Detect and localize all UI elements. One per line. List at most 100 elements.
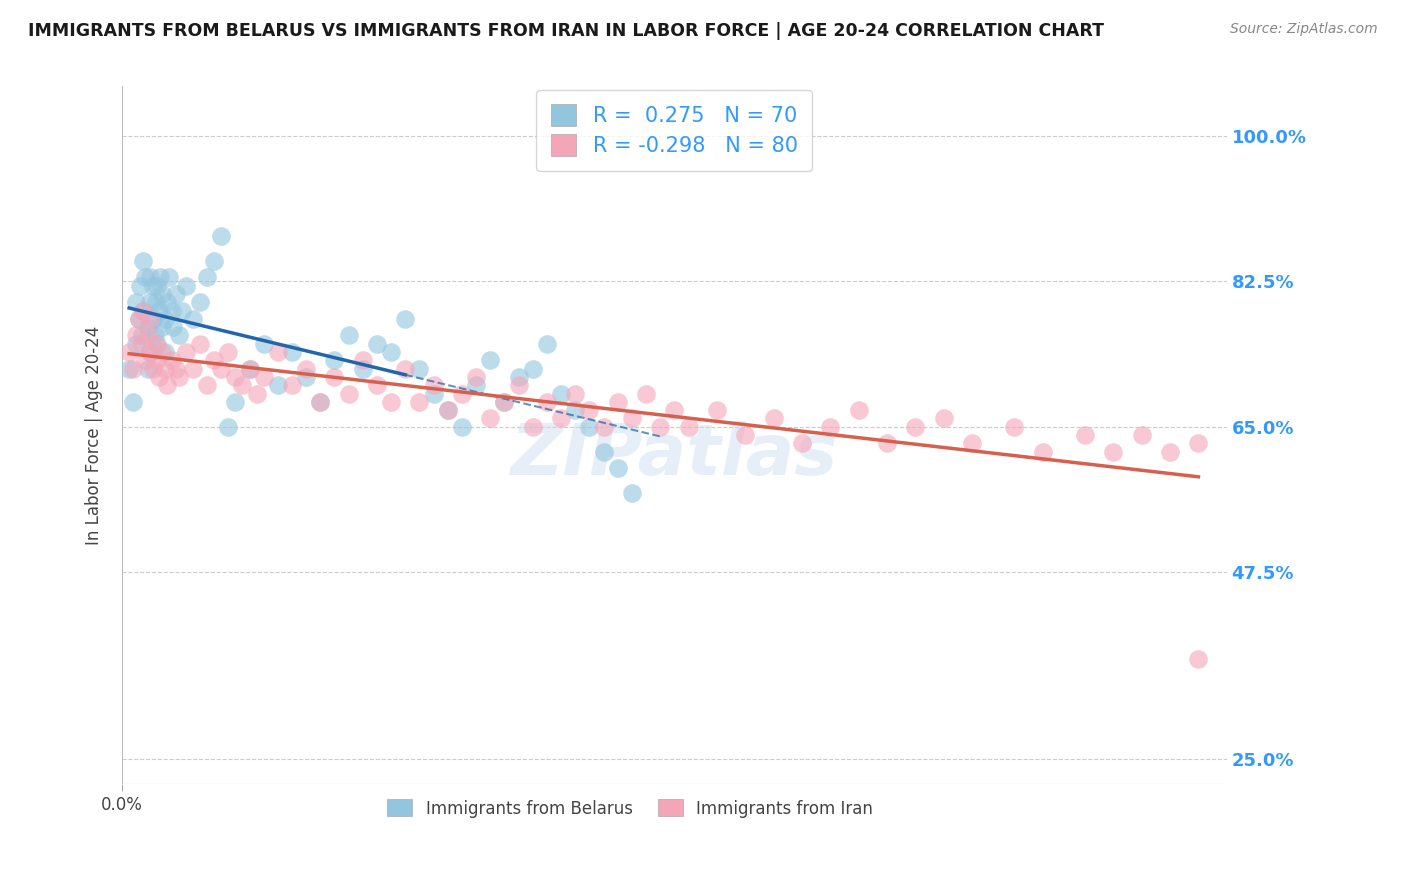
Point xyxy=(606,394,628,409)
Point xyxy=(188,336,211,351)
Point xyxy=(148,370,170,384)
Point xyxy=(217,345,239,359)
Point xyxy=(134,270,156,285)
Point xyxy=(281,345,304,359)
Point xyxy=(323,370,346,384)
Point xyxy=(142,311,165,326)
Point xyxy=(620,486,643,500)
Point xyxy=(394,361,416,376)
Point xyxy=(422,378,444,392)
Point xyxy=(451,419,474,434)
Point xyxy=(508,378,530,392)
Text: Source: ZipAtlas.com: Source: ZipAtlas.com xyxy=(1230,22,1378,37)
Point xyxy=(118,345,141,359)
Point xyxy=(536,336,558,351)
Point xyxy=(253,370,276,384)
Point xyxy=(156,295,179,310)
Point xyxy=(436,403,458,417)
Point xyxy=(132,303,155,318)
Point xyxy=(146,353,169,368)
Text: IMMIGRANTS FROM BELARUS VS IMMIGRANTS FROM IRAN IN LABOR FORCE | AGE 20-24 CORRE: IMMIGRANTS FROM BELARUS VS IMMIGRANTS FR… xyxy=(28,22,1104,40)
Point xyxy=(508,370,530,384)
Point xyxy=(238,361,260,376)
Point xyxy=(267,378,290,392)
Point xyxy=(1032,444,1054,458)
Point xyxy=(132,303,155,318)
Point xyxy=(174,345,197,359)
Point xyxy=(125,295,148,310)
Point xyxy=(122,361,145,376)
Text: ZIPatlas: ZIPatlas xyxy=(510,421,838,491)
Point xyxy=(122,394,145,409)
Point xyxy=(238,361,260,376)
Point xyxy=(160,303,183,318)
Point xyxy=(145,295,167,310)
Point xyxy=(139,295,162,310)
Point xyxy=(380,394,402,409)
Point xyxy=(592,444,614,458)
Point xyxy=(1002,419,1025,434)
Point xyxy=(136,328,159,343)
Point xyxy=(156,378,179,392)
Point xyxy=(136,320,159,334)
Point xyxy=(592,419,614,434)
Y-axis label: In Labor Force | Age 20-24: In Labor Force | Age 20-24 xyxy=(86,326,103,545)
Point xyxy=(620,411,643,425)
Point xyxy=(1187,436,1209,450)
Point xyxy=(139,311,162,326)
Point xyxy=(295,361,318,376)
Point xyxy=(790,436,813,450)
Point xyxy=(139,345,162,359)
Point xyxy=(451,386,474,401)
Point xyxy=(494,394,516,409)
Point xyxy=(1187,652,1209,666)
Point xyxy=(267,345,290,359)
Point xyxy=(202,353,225,368)
Point xyxy=(162,320,184,334)
Point xyxy=(131,336,153,351)
Point xyxy=(139,270,162,285)
Point xyxy=(734,428,756,442)
Point xyxy=(408,394,430,409)
Point xyxy=(479,411,502,425)
Point xyxy=(165,361,187,376)
Point xyxy=(578,419,600,434)
Point xyxy=(224,394,246,409)
Point xyxy=(465,378,488,392)
Point xyxy=(422,386,444,401)
Point xyxy=(157,270,180,285)
Point xyxy=(1130,428,1153,442)
Point xyxy=(408,361,430,376)
Point xyxy=(465,370,488,384)
Point xyxy=(281,378,304,392)
Point xyxy=(174,278,197,293)
Point xyxy=(678,419,700,434)
Point xyxy=(650,419,672,434)
Point xyxy=(150,320,173,334)
Point xyxy=(134,353,156,368)
Point xyxy=(337,328,360,343)
Point xyxy=(1102,444,1125,458)
Point xyxy=(142,278,165,293)
Point xyxy=(323,353,346,368)
Point xyxy=(960,436,983,450)
Point xyxy=(536,394,558,409)
Point xyxy=(295,370,318,384)
Point xyxy=(128,311,150,326)
Point xyxy=(479,353,502,368)
Point xyxy=(118,361,141,376)
Point xyxy=(932,411,955,425)
Point xyxy=(664,403,686,417)
Point xyxy=(145,336,167,351)
Point xyxy=(550,411,572,425)
Point xyxy=(129,278,152,293)
Point xyxy=(848,403,870,417)
Point xyxy=(143,328,166,343)
Point xyxy=(1159,444,1181,458)
Point xyxy=(578,403,600,417)
Point xyxy=(494,394,516,409)
Point xyxy=(309,394,332,409)
Point xyxy=(564,386,586,401)
Point xyxy=(550,386,572,401)
Point xyxy=(522,419,544,434)
